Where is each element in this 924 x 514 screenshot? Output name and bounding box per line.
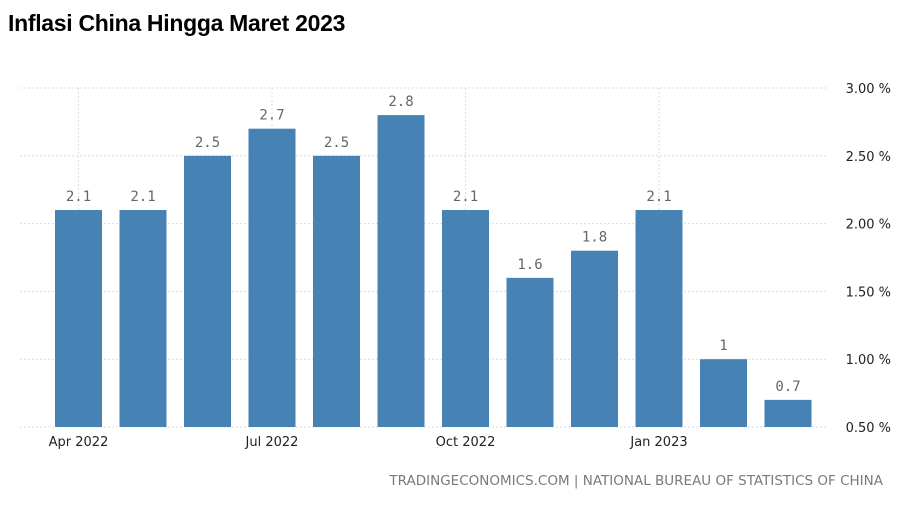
x-tick-label: Oct 2022 (436, 435, 496, 450)
bar (506, 277, 554, 427)
data-label: 1.8 (582, 230, 607, 246)
data-label: 2.1 (453, 189, 478, 205)
bars (55, 115, 812, 428)
bar (377, 115, 425, 428)
bar (442, 210, 489, 427)
y-axis: 0.50 % 1.00 % 1.50 % 2.00 % 2.50 % 3.00 % (846, 82, 891, 436)
bar (635, 210, 683, 427)
bar (700, 359, 747, 427)
x-tick-label: Jan 2023 (629, 435, 687, 450)
data-label: 2.5 (195, 135, 220, 151)
y-tick-label: 3.00 % (846, 82, 891, 97)
y-tick-label: 1.50 % (846, 285, 891, 300)
y-tick-label: 1.00 % (846, 353, 891, 368)
bar (55, 210, 102, 427)
bar (571, 250, 618, 427)
x-tick-label: Jul 2022 (245, 435, 299, 450)
data-label: 0.7 (775, 379, 800, 395)
data-label: 2.1 (646, 189, 671, 205)
data-label: 2.1 (66, 189, 91, 205)
y-tick-label: 0.50 % (846, 421, 891, 436)
bar (184, 155, 231, 428)
bar (764, 399, 812, 427)
data-labels: 2.1 2.1 2.5 2.7 2.5 2.8 2.1 1.6 1.8 2.1 1 0.7 (66, 94, 801, 395)
data-label: 1 (719, 338, 727, 354)
x-axis: Apr 2022 Jul 2022 Oct 2022 Jan 2023 (49, 435, 688, 450)
chart-title: Inflasi China Hingga Maret 2023 (8, 10, 346, 36)
data-label: 2.7 (259, 108, 284, 124)
y-tick-label: 2.50 % (846, 150, 891, 165)
bar (119, 210, 167, 427)
data-label: 2.1 (130, 189, 155, 205)
y-tick-label: 2.00 % (846, 218, 891, 233)
bar (248, 128, 296, 427)
data-label: 1.6 (517, 257, 542, 273)
data-label: 2.8 (388, 94, 413, 110)
source-attribution: TRADINGECONOMICS.COM | NATIONAL BUREAU O… (389, 473, 883, 489)
data-label: 2.5 (324, 135, 349, 151)
x-tick-label: Apr 2022 (49, 435, 109, 450)
bar (313, 155, 360, 428)
